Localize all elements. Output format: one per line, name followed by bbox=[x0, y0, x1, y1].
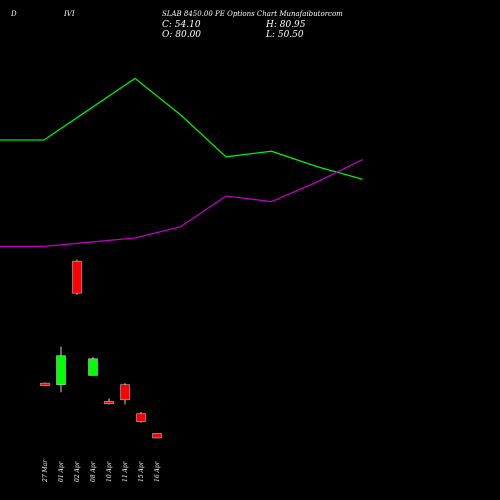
candle-body bbox=[104, 401, 114, 405]
chart-title: SLAB 8450.00 PE Options Chart Munafaibut… bbox=[162, 10, 343, 18]
x-tick-label: 08 Apr bbox=[90, 460, 97, 482]
ohlc-open: O: 80.00 bbox=[162, 30, 202, 40]
x-tick-label: 02 Apr bbox=[74, 460, 81, 482]
x-tick-label: 11 Apr bbox=[122, 460, 129, 482]
x-tick-label: 15 Apr bbox=[138, 460, 145, 482]
candle-body bbox=[56, 355, 66, 385]
candle-body bbox=[72, 260, 82, 294]
ohlc-low: L: 50.50 bbox=[266, 30, 304, 40]
candle-body bbox=[152, 433, 162, 439]
candle-body bbox=[120, 384, 130, 401]
candle-body bbox=[88, 358, 98, 376]
candle-body bbox=[40, 382, 50, 386]
header-symbol-label: D bbox=[11, 10, 17, 18]
purple-indicator-line bbox=[0, 159, 363, 248]
ohlc-close: C: 54.10 bbox=[162, 20, 201, 30]
ohlc-high: H: 80.95 bbox=[266, 20, 306, 30]
x-tick-label: 01 Apr bbox=[58, 460, 65, 482]
green-indicator-line bbox=[0, 77, 363, 180]
x-tick-label: 10 Apr bbox=[106, 460, 113, 482]
x-tick-label: 16 Apr bbox=[154, 460, 161, 482]
header-indicator-label: IVI bbox=[64, 10, 75, 18]
x-tick-label: 27 Mar bbox=[42, 459, 49, 483]
candle-body bbox=[136, 413, 146, 422]
